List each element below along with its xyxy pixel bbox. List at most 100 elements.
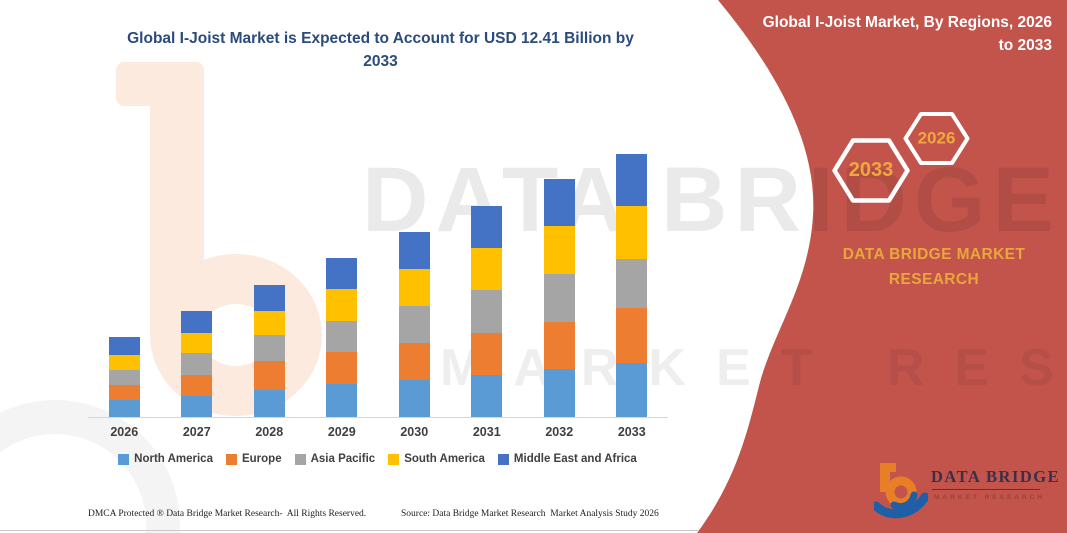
x-axis-label-2032: 2032 [545, 425, 574, 439]
x-axis-label-2031: 2031 [472, 425, 501, 439]
bar-segment-asia-pacific-2028 [253, 335, 285, 362]
hexagon-icon [832, 138, 910, 203]
bar-segment-south-america-2031 [471, 248, 503, 291]
legend-label-asia-pacific: Asia Pacific [310, 453, 376, 465]
side-panel-brand-text: DATA BRIDGE MARKET RESEARCH [842, 246, 1026, 288]
legend-item-asia-pacific: Asia Pacific [294, 453, 376, 465]
x-axis-label-2027: 2027 [182, 425, 211, 439]
legend-label-middle-east-and-africa: Middle East and Africa [513, 453, 637, 465]
legend-swatch-south-america [388, 453, 400, 465]
bar-segment-north-america-2028 [253, 390, 285, 417]
stacked-bar-2028 [253, 284, 285, 417]
bar-slot-2033: 2033 [596, 139, 669, 439]
legend-label-europe: Europe [241, 453, 282, 465]
side-panel-title: Global I-Joist Market, By Regions, 2026 … [762, 14, 1052, 55]
legend: North America Europe Asia Pacific South Ame… [85, 453, 670, 465]
legend-item-middle-east-and-africa: Middle East and Africa [497, 453, 637, 465]
legend-item-south-america: South America [388, 453, 485, 465]
bar-segment-middle-east-and-africa-2033 [616, 153, 648, 206]
x-axis-label-2033: 2033 [617, 425, 646, 439]
bar-slot-2028: 2028 [233, 139, 306, 439]
x-axis-label-2026: 2026 [110, 425, 139, 439]
hexagon-icon [903, 112, 970, 165]
bar-segment-europe-2026 [108, 384, 140, 400]
stacked-bar-2033 [616, 153, 648, 417]
bar-segment-asia-pacific-2030 [398, 305, 430, 343]
bar-slot-2032: 2032 [523, 139, 596, 439]
logo-tagline-text: MARKET RESEARCH [934, 494, 1046, 501]
x-axis-label-2028: 2028 [255, 425, 284, 439]
bar-segment-europe-2033 [616, 307, 648, 363]
stacked-bar-2029 [326, 257, 358, 417]
bar-segment-asia-pacific-2027 [181, 353, 213, 375]
bar-segment-asia-pacific-2033 [616, 258, 648, 308]
bar-segment-south-america-2032 [543, 226, 575, 274]
bar-segment-south-america-2029 [326, 288, 358, 321]
bar-segment-asia-pacific-2032 [543, 273, 575, 322]
footer-source-text: Source: Data Bridge Market Research Mark… [401, 509, 659, 519]
legend-item-north-america: North America [118, 453, 213, 465]
bar-segment-middle-east-and-africa-2028 [253, 284, 285, 312]
bar-slot-2029: 2029 [306, 139, 379, 439]
footer-divider-line [0, 530, 698, 531]
legend-swatch-europe [225, 453, 237, 465]
bar-slot-2027: 2027 [161, 139, 234, 439]
data-bridge-logo: DATA BRIDGE MARKET RESEARCH [874, 459, 1059, 521]
bar-segment-south-america-2026 [108, 354, 140, 370]
bar-segment-middle-east-and-africa-2031 [471, 205, 503, 249]
stacked-bar-2027 [181, 311, 213, 417]
legend-swatch-north-america [118, 453, 130, 465]
logo-underline [932, 489, 1040, 490]
x-axis-line [88, 417, 668, 418]
bar-segment-europe-2031 [471, 332, 503, 375]
bar-segment-north-america-2026 [108, 400, 140, 417]
bar-segment-north-america-2027 [181, 396, 213, 417]
legend-item-europe: Europe [225, 453, 282, 465]
bar-segment-middle-east-and-africa-2027 [181, 311, 213, 334]
hexagon-year-label: 2026 [917, 128, 956, 148]
bar-segment-south-america-2027 [181, 333, 213, 353]
legend-label-south-america: South America [404, 453, 485, 465]
stacked-bar-2032 [543, 178, 575, 417]
bar-segment-south-america-2028 [253, 311, 285, 336]
bar-segment-europe-2027 [181, 375, 213, 396]
red-side-panel [697, 0, 1067, 533]
bar-segment-south-america-2033 [616, 205, 648, 259]
legend-swatch-middle-east-and-africa [497, 453, 509, 465]
bar-segment-north-america-2032 [543, 369, 575, 417]
bar-segment-asia-pacific-2026 [108, 369, 140, 385]
hexagon-year-label: 2033 [848, 158, 894, 181]
footer-dmca-text: DMCA Protected ® Data Bridge Market Rese… [88, 509, 367, 519]
hexagon-badge-2033: 2033 [832, 138, 910, 203]
chart-title: Global I-Joist Market is Expected to Acc… [127, 30, 634, 71]
legend-label-north-america: North America [134, 453, 213, 465]
bar-slot-2031: 2031 [451, 139, 524, 439]
bar-segment-europe-2030 [398, 342, 430, 380]
bar-segment-europe-2029 [326, 351, 358, 384]
bar-segment-middle-east-and-africa-2029 [326, 257, 358, 289]
logo-name-text: DATA BRIDGE [931, 467, 1061, 486]
stacked-bar-2031 [471, 205, 503, 417]
stacked-bar-2030 [398, 231, 430, 417]
bar-segment-europe-2028 [253, 361, 285, 391]
x-axis-label-2030: 2030 [400, 425, 429, 439]
bar-slot-2030: 2030 [378, 139, 451, 439]
bar-segment-middle-east-and-africa-2026 [108, 336, 140, 355]
bar-segment-south-america-2030 [398, 268, 430, 306]
x-axis-label-2029: 2029 [327, 425, 356, 439]
legend-swatch-asia-pacific [294, 453, 306, 465]
bar-segment-middle-east-and-africa-2032 [543, 178, 575, 227]
bar-segment-middle-east-and-africa-2030 [398, 231, 430, 269]
data-bridge-logo-icon [874, 463, 928, 519]
bar-segment-north-america-2031 [471, 374, 503, 417]
stacked-bar-2026 [108, 336, 140, 417]
bar-segment-north-america-2030 [398, 379, 430, 417]
bar-segment-asia-pacific-2029 [326, 320, 358, 352]
plot-area: 2026 2027 2028 2029 2030 2031 2032 2033 [88, 139, 669, 439]
hexagon-badge-2026: 2026 [903, 112, 970, 165]
bar-segment-north-america-2029 [326, 383, 358, 417]
bar-slot-2026: 2026 [88, 139, 161, 439]
bar-segment-asia-pacific-2031 [471, 290, 503, 333]
bar-segment-north-america-2033 [616, 362, 648, 417]
